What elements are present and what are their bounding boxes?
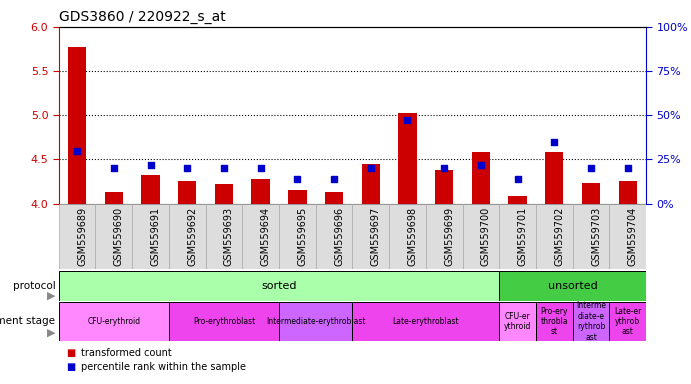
Text: ▶: ▶	[47, 291, 55, 301]
Text: GSM559701: GSM559701	[518, 207, 528, 266]
Point	[439, 165, 450, 171]
Bar	[243, 204, 279, 269]
Bar	[104, 192, 123, 204]
Text: percentile rank within the sample: percentile rank within the sample	[81, 361, 246, 372]
Text: development stage: development stage	[0, 316, 55, 326]
Bar	[132, 204, 169, 269]
Text: ■: ■	[66, 348, 75, 358]
Text: GSM559694: GSM559694	[261, 207, 271, 266]
Text: GSM559699: GSM559699	[444, 207, 454, 266]
Point	[292, 176, 303, 182]
Text: Pro-erythroblast: Pro-erythroblast	[193, 317, 255, 326]
Point	[182, 165, 193, 171]
Text: GSM559702: GSM559702	[554, 207, 565, 266]
Bar	[68, 47, 86, 204]
Text: GSM559696: GSM559696	[334, 207, 344, 266]
Point	[255, 165, 266, 171]
Text: GSM559698: GSM559698	[408, 207, 417, 266]
Point	[622, 165, 633, 171]
Bar	[352, 302, 499, 341]
Bar	[618, 180, 637, 204]
Bar	[215, 184, 233, 204]
Bar	[435, 170, 453, 204]
Bar	[352, 204, 389, 269]
Bar	[59, 204, 95, 269]
Bar	[545, 152, 563, 204]
Point	[366, 165, 377, 171]
Bar	[169, 302, 279, 341]
Point	[72, 147, 83, 154]
Text: unsorted: unsorted	[548, 281, 598, 291]
Text: GSM559695: GSM559695	[297, 207, 307, 266]
Bar	[609, 204, 646, 269]
Bar	[509, 197, 527, 204]
Bar	[178, 182, 196, 204]
Bar	[279, 204, 316, 269]
Point	[549, 139, 560, 145]
Bar	[316, 204, 352, 269]
Bar	[361, 164, 380, 204]
Point	[145, 162, 156, 168]
Bar	[169, 204, 206, 269]
Text: Intermediate-erythroblast: Intermediate-erythroblast	[266, 317, 366, 326]
Text: sorted: sorted	[261, 281, 296, 291]
Bar	[279, 302, 352, 341]
Bar	[573, 204, 609, 269]
Text: GSM559697: GSM559697	[371, 207, 381, 266]
Text: GSM559703: GSM559703	[591, 207, 601, 266]
Bar	[59, 271, 499, 301]
Bar	[398, 113, 417, 204]
Text: Late-er
ythrob
ast: Late-er ythrob ast	[614, 306, 641, 336]
Bar	[288, 190, 307, 204]
Point	[328, 176, 339, 182]
Point	[402, 118, 413, 124]
Text: ■: ■	[66, 361, 75, 372]
Text: GSM559693: GSM559693	[224, 207, 234, 266]
Bar	[573, 302, 609, 341]
Bar	[582, 183, 600, 204]
Bar	[252, 179, 269, 204]
Bar	[142, 175, 160, 204]
Text: Interme
diate-e
rythrob
ast: Interme diate-e rythrob ast	[576, 301, 606, 341]
Bar	[499, 302, 536, 341]
Text: CFU-erythroid: CFU-erythroid	[87, 317, 140, 326]
Text: Pro-ery
throbla
st: Pro-ery throbla st	[540, 306, 568, 336]
Point	[585, 165, 596, 171]
Point	[108, 165, 120, 171]
Text: GSM559700: GSM559700	[481, 207, 491, 266]
Text: protocol: protocol	[12, 281, 55, 291]
Text: ▶: ▶	[47, 328, 55, 338]
Text: GSM559689: GSM559689	[77, 207, 87, 266]
Text: GSM559704: GSM559704	[627, 207, 638, 266]
Bar	[426, 204, 462, 269]
Bar	[609, 302, 646, 341]
Text: GSM559691: GSM559691	[151, 207, 160, 266]
Point	[475, 162, 486, 168]
Text: GSM559690: GSM559690	[114, 207, 124, 266]
Text: CFU-er
ythroid: CFU-er ythroid	[504, 312, 531, 331]
Point	[512, 176, 523, 182]
Text: GSM559692: GSM559692	[187, 207, 197, 266]
Text: transformed count: transformed count	[81, 348, 171, 358]
Text: GDS3860 / 220922_s_at: GDS3860 / 220922_s_at	[59, 10, 225, 25]
Bar	[536, 302, 573, 341]
Bar	[206, 204, 243, 269]
Bar	[499, 204, 536, 269]
Bar	[95, 204, 132, 269]
Bar	[389, 204, 426, 269]
Point	[218, 165, 229, 171]
Bar	[499, 271, 646, 301]
Bar	[462, 204, 499, 269]
Bar	[472, 152, 490, 204]
Text: Late-erythroblast: Late-erythroblast	[392, 317, 459, 326]
Bar	[59, 302, 169, 341]
Bar	[536, 204, 573, 269]
Bar	[325, 192, 343, 204]
